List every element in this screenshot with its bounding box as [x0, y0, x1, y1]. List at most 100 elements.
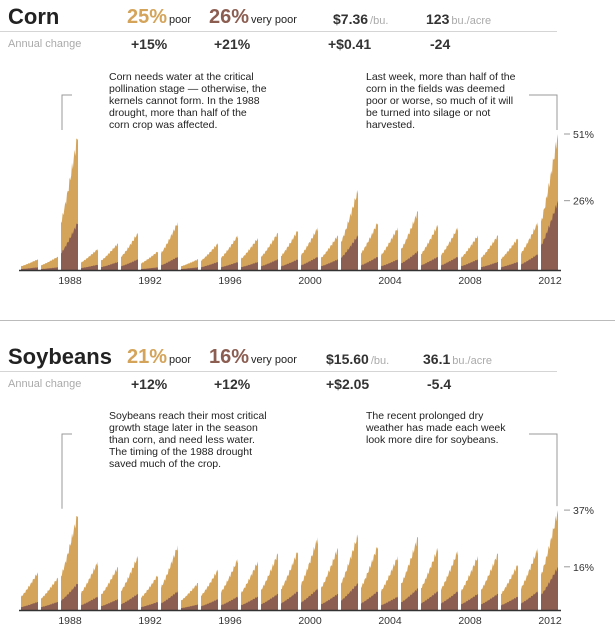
- x-tick-label: 2008: [458, 615, 482, 627]
- season-1992: [141, 575, 158, 610]
- season-2000: [301, 537, 318, 610]
- very-poor-area-2011: [521, 591, 538, 610]
- season-1995: [201, 243, 218, 270]
- price-value: $7.36: [333, 11, 369, 27]
- poor-area-1991: [121, 556, 138, 610]
- leader-line-1988: [61, 433, 72, 509]
- season-1998: [261, 232, 278, 270]
- very-poor-area-2007: [441, 591, 458, 610]
- season-1987: [41, 256, 58, 270]
- very-poor-area-2000: [301, 588, 318, 610]
- season-1988: [61, 138, 78, 270]
- season-2006: [421, 547, 438, 610]
- season-2007: [441, 550, 458, 610]
- very-poor-area-1991: [121, 259, 138, 270]
- very-poor-area-1996: [221, 262, 238, 270]
- season-2008: [461, 235, 478, 270]
- poor-area-1986: [21, 259, 38, 270]
- poor-label: poor: [169, 14, 192, 26]
- poor-area-2005: [401, 211, 418, 270]
- very-poor-area-2003: [361, 591, 378, 610]
- season-1989: [81, 561, 98, 610]
- very-poor-percent: 26%: [209, 6, 250, 28]
- x-tick-label: 2012: [538, 275, 562, 287]
- very-poor-area-2002: [341, 583, 358, 610]
- yield-unit: bu./acre: [452, 355, 492, 367]
- x-tick-label: 1992: [138, 615, 162, 627]
- season-2000: [301, 227, 318, 270]
- change-poor: +15%: [131, 36, 168, 52]
- yield-value: 123: [426, 11, 450, 27]
- poor-area-1996: [221, 235, 238, 270]
- poor-area-2004: [381, 556, 398, 610]
- leader-line-1988: [61, 94, 72, 130]
- annotation-1988: Corn needs water at the critical pollina…: [109, 71, 267, 131]
- x-tick-label: 1996: [218, 615, 242, 627]
- season-2012: [541, 134, 558, 270]
- very-poor-area-1995: [201, 599, 218, 610]
- leader-line-2012: [529, 433, 558, 507]
- poor-area-1998: [261, 232, 278, 270]
- very-poor-area-1999: [281, 591, 298, 610]
- change-price: +$2.05: [326, 376, 370, 392]
- poor-area-1989: [81, 561, 98, 610]
- y-tick-label: 16%: [573, 562, 594, 574]
- very-poor-area-1989: [81, 264, 98, 270]
- very-poor-area-1991: [121, 593, 138, 610]
- x-tick-label: 2012: [538, 615, 562, 627]
- season-2010: [501, 238, 518, 270]
- season-1990: [101, 566, 118, 610]
- season-1997: [241, 238, 258, 270]
- season-1989: [81, 248, 98, 270]
- season-2001: [321, 547, 338, 610]
- very-poor-area-1989: [81, 596, 98, 610]
- poor-area-2003: [361, 546, 378, 610]
- poor-area-1989: [81, 248, 98, 270]
- very-poor-area-1986: [21, 267, 38, 270]
- season-2005: [401, 537, 418, 610]
- season-2007: [441, 227, 458, 270]
- yield-unit: bu./acre: [451, 15, 492, 27]
- price-unit: /bu.: [370, 355, 390, 367]
- season-1986: [21, 572, 38, 610]
- season-2003: [361, 546, 378, 610]
- poor-area-2009: [481, 553, 498, 610]
- annotation-2012: Last week, more than half of the corn in…: [366, 71, 516, 131]
- change-very-poor: +12%: [214, 376, 251, 392]
- x-tick-label: 1996: [218, 275, 242, 287]
- price-stat: $7.36/bu.: [333, 11, 388, 29]
- change-very-poor: +21%: [214, 36, 251, 52]
- very-poor-area-1986: [21, 601, 38, 610]
- season-1996: [221, 558, 238, 610]
- very-poor-stat: 16% very poor: [209, 346, 297, 369]
- poor-area-1994: [181, 583, 198, 610]
- season-2002: [341, 190, 358, 270]
- poor-area-2001: [321, 235, 338, 270]
- poor-area-2006: [421, 547, 438, 610]
- season-1997: [241, 561, 258, 610]
- x-tick-label: 2004: [378, 275, 402, 287]
- corn-chart: 1988 1992 1996 2000 2004 2008 2012 51% 26%: [19, 94, 594, 287]
- season-2001: [321, 235, 338, 270]
- corn-panel: Corn 25% poor 26% very poor $7.36/bu. 123 b…: [0, 4, 594, 287]
- poor-area-1992: [141, 251, 158, 270]
- poor-area-1986: [21, 572, 38, 610]
- annual-change-label: Annual change: [8, 38, 82, 50]
- very-poor-area-1992: [141, 602, 158, 610]
- season-2011: [521, 222, 538, 270]
- annual-change-label: Annual change: [8, 378, 82, 390]
- x-tick-label: 2000: [298, 275, 322, 287]
- very-poor-area-2004: [381, 596, 398, 610]
- very-poor-area-2010: [501, 596, 518, 610]
- season-1991: [121, 556, 138, 610]
- very-poor-area-1993: [161, 591, 178, 610]
- season-2006: [421, 224, 438, 270]
- very-poor-area-1997: [241, 262, 258, 270]
- season-1998: [261, 553, 278, 610]
- poor-area-2001: [321, 547, 338, 610]
- poor-percent: 25%: [127, 6, 168, 28]
- crop-title: Soybeans: [8, 344, 112, 369]
- season-1993: [161, 222, 178, 270]
- very-poor-area-1994: [181, 604, 198, 610]
- very-poor-area-2005: [401, 588, 418, 610]
